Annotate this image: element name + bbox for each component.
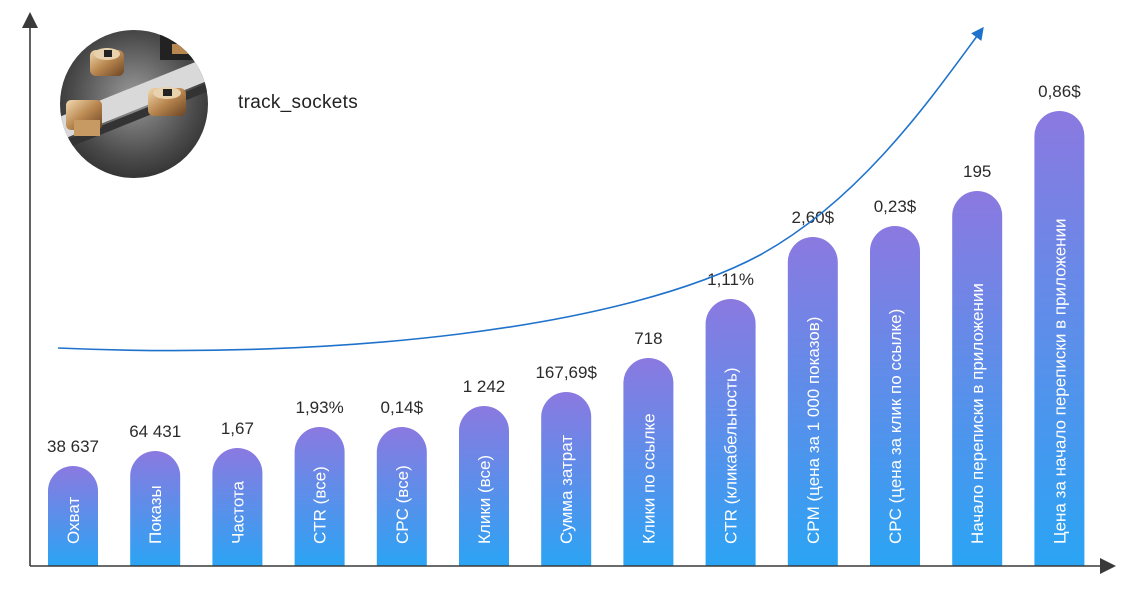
bar-10 [787, 237, 838, 566]
bar-1 [48, 466, 98, 566]
value-label: 1,67 [221, 419, 254, 438]
bar-13 [1034, 111, 1085, 566]
category-label: CPC (цена за клик по ссылке) [886, 309, 905, 544]
bar-9 [705, 299, 756, 566]
category-label: CTR (кликабельность) [722, 368, 741, 545]
bar-5 [376, 427, 427, 566]
category-label: CPM (цена за 1 000 показов) [804, 317, 823, 544]
category-label: CTR (все) [311, 466, 330, 544]
category-label: Охват [64, 497, 83, 544]
value-label: 0,23$ [874, 197, 917, 216]
category-label: CPC (все) [393, 465, 412, 544]
category-label: Частота [228, 480, 247, 544]
bar-11 [870, 226, 920, 566]
value-label: 718 [634, 329, 662, 348]
track-sockets-photo-icon [60, 30, 208, 178]
category-label: Клики (все) [475, 455, 494, 544]
value-label: 167,69$ [535, 363, 597, 382]
bar-2 [130, 450, 181, 566]
value-label: 2,60$ [792, 208, 835, 227]
value-label: 0,14$ [381, 398, 424, 417]
value-label: 1 242 [463, 377, 506, 396]
category-label: Цена за начало переписки в приложении [1050, 218, 1069, 544]
value-label: 1,93% [295, 398, 343, 417]
bar-7 [541, 392, 592, 566]
bar-8 [623, 358, 674, 566]
bar-3 [212, 448, 263, 566]
category-label: Показы [146, 485, 165, 544]
value-label: 64 431 [129, 422, 181, 441]
bar-4 [294, 427, 345, 566]
category-label: Клики по ссылке [639, 413, 658, 544]
bar-12 [952, 190, 1003, 566]
value-label: 0,86$ [1038, 82, 1081, 101]
category-label: Начало переписки в приложении [968, 283, 987, 544]
value-label: 195 [963, 162, 991, 181]
avatar [60, 30, 208, 178]
bar-6 [459, 406, 509, 566]
value-label: 38 637 [47, 437, 99, 456]
value-label: 1,11% [707, 270, 754, 289]
trend-line [57, 26, 984, 352]
brand-name: track_sockets [238, 92, 359, 113]
category-label: Сумма затрат [557, 435, 576, 544]
